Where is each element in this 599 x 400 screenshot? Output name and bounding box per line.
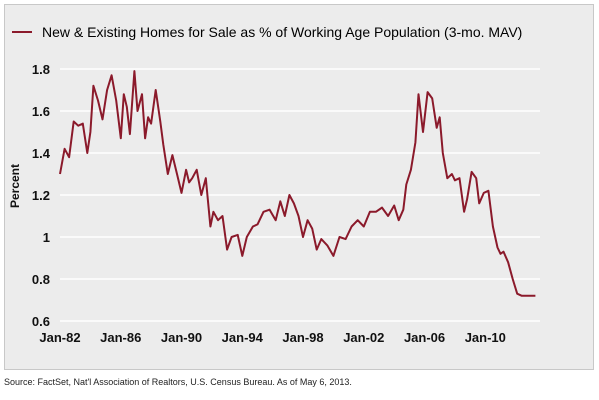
- x-tick-label: Jan-94: [222, 330, 264, 345]
- y-tick-label: 0.8: [32, 272, 50, 287]
- series-line: [59, 70, 536, 297]
- x-tick-label: Jan-86: [100, 330, 141, 345]
- x-tick-label: Jan-06: [404, 330, 445, 345]
- gridlines: [60, 68, 540, 322]
- y-tick-label: 1.2: [32, 188, 50, 203]
- y-tick-label: 1.6: [32, 104, 50, 119]
- y-axis-title: Percent: [8, 164, 22, 208]
- y-axis-tick-labels: 0.6 0.8 1 1.2 1.4 1.6 1.8: [32, 62, 51, 329]
- x-tick-label: Jan-90: [161, 330, 202, 345]
- y-tick-label: 1.8: [32, 62, 50, 77]
- x-tick-label: Jan-82: [39, 330, 80, 345]
- legend-label: New & Existing Homes for Sale as % of Wo…: [42, 24, 523, 40]
- y-tick-label: 1.4: [32, 146, 51, 161]
- x-tick-label: Jan-02: [343, 330, 384, 345]
- y-tick-label: 1: [43, 230, 50, 245]
- x-tick-label: Jan-10: [465, 330, 506, 345]
- x-tick-label: Jan-98: [282, 330, 323, 345]
- legend-swatch: [12, 31, 32, 33]
- y-tick-label: 0.6: [32, 314, 50, 329]
- x-axis-tick-labels: Jan-82 Jan-86 Jan-90 Jan-94 Jan-98 Jan-02 Jan-…: [39, 330, 506, 345]
- chart-legend: New & Existing Homes for Sale as % of Wo…: [12, 22, 522, 42]
- source-note: Source: FactSet, Nat'l Association of Re…: [4, 377, 352, 387]
